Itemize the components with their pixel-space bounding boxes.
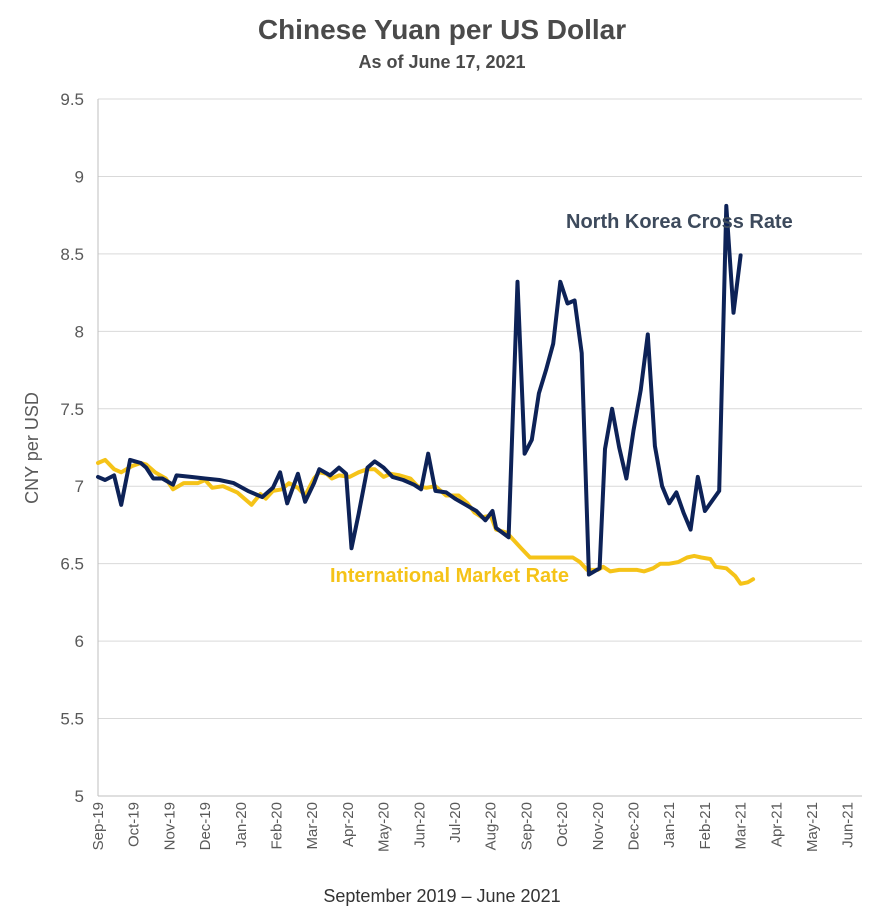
x-tick-label: Apr-20 — [340, 802, 357, 847]
x-tick-label: Feb-20 — [269, 802, 286, 850]
x-tick-label: Nov-19 — [161, 802, 178, 850]
y-axis-label: CNY per USD — [22, 392, 42, 504]
x-tick-label: Aug-20 — [483, 802, 500, 850]
x-axis-label: September 2019 – June 2021 — [323, 886, 561, 906]
x-tick-label: Mar-21 — [733, 802, 750, 850]
x-tick-label: Jun-21 — [840, 802, 857, 848]
x-tick-label: Oct-20 — [554, 802, 571, 847]
y-tick-label: 7.5 — [60, 400, 84, 419]
x-tick-label: Jan-21 — [661, 802, 678, 848]
y-tick-label: 8.5 — [60, 245, 84, 264]
y-axis-ticks: 5 5.5 6 6.5 7 7.5 8 8.5 9 9.5 — [60, 90, 84, 806]
x-tick-label: Apr-21 — [768, 802, 785, 847]
series-label-international: International Market Rate — [330, 565, 569, 587]
x-tick-label: Sep-20 — [518, 802, 535, 850]
y-tick-label: 7 — [75, 477, 84, 496]
y-tick-label: 5.5 — [60, 710, 84, 729]
y-tick-label: 6.5 — [60, 555, 84, 574]
y-tick-label: 9 — [75, 167, 84, 186]
x-tick-label: Jan-20 — [233, 802, 250, 848]
series-lines — [96, 203, 756, 586]
x-tick-label: May-20 — [376, 802, 393, 852]
x-tick-label: Mar-20 — [304, 802, 321, 850]
x-tick-label: Feb-21 — [697, 802, 714, 850]
y-tick-label: 8 — [75, 322, 84, 341]
x-tick-label: Jul-20 — [447, 802, 464, 843]
x-tick-label: Dec-20 — [626, 802, 643, 850]
series-label-north-korea: North Korea Cross Rate — [566, 211, 793, 233]
y-tick-label: 9.5 — [60, 90, 84, 109]
x-tick-label: Dec-19 — [197, 802, 214, 850]
x-tick-label: Jun-20 — [411, 802, 428, 848]
x-tick-label: Sep-19 — [90, 802, 107, 850]
chart-subtitle: As of June 17, 2021 — [358, 52, 526, 72]
x-tick-label: Oct-19 — [126, 802, 143, 847]
series-line-north-korea — [96, 203, 743, 577]
series-line-international — [96, 457, 756, 586]
chart-title: Chinese Yuan per US Dollar — [257, 14, 627, 45]
x-tick-label: Nov-20 — [590, 802, 607, 850]
x-tick-label: May-21 — [804, 802, 821, 852]
x-axis-ticks: Sep-19 Oct-19 Nov-19 Dec-19 Jan-20 Feb-20 Mar-… — [90, 802, 857, 852]
gridlines — [98, 98, 862, 720]
y-tick-label: 5 — [75, 787, 84, 806]
y-tick-label: 6 — [75, 632, 84, 651]
